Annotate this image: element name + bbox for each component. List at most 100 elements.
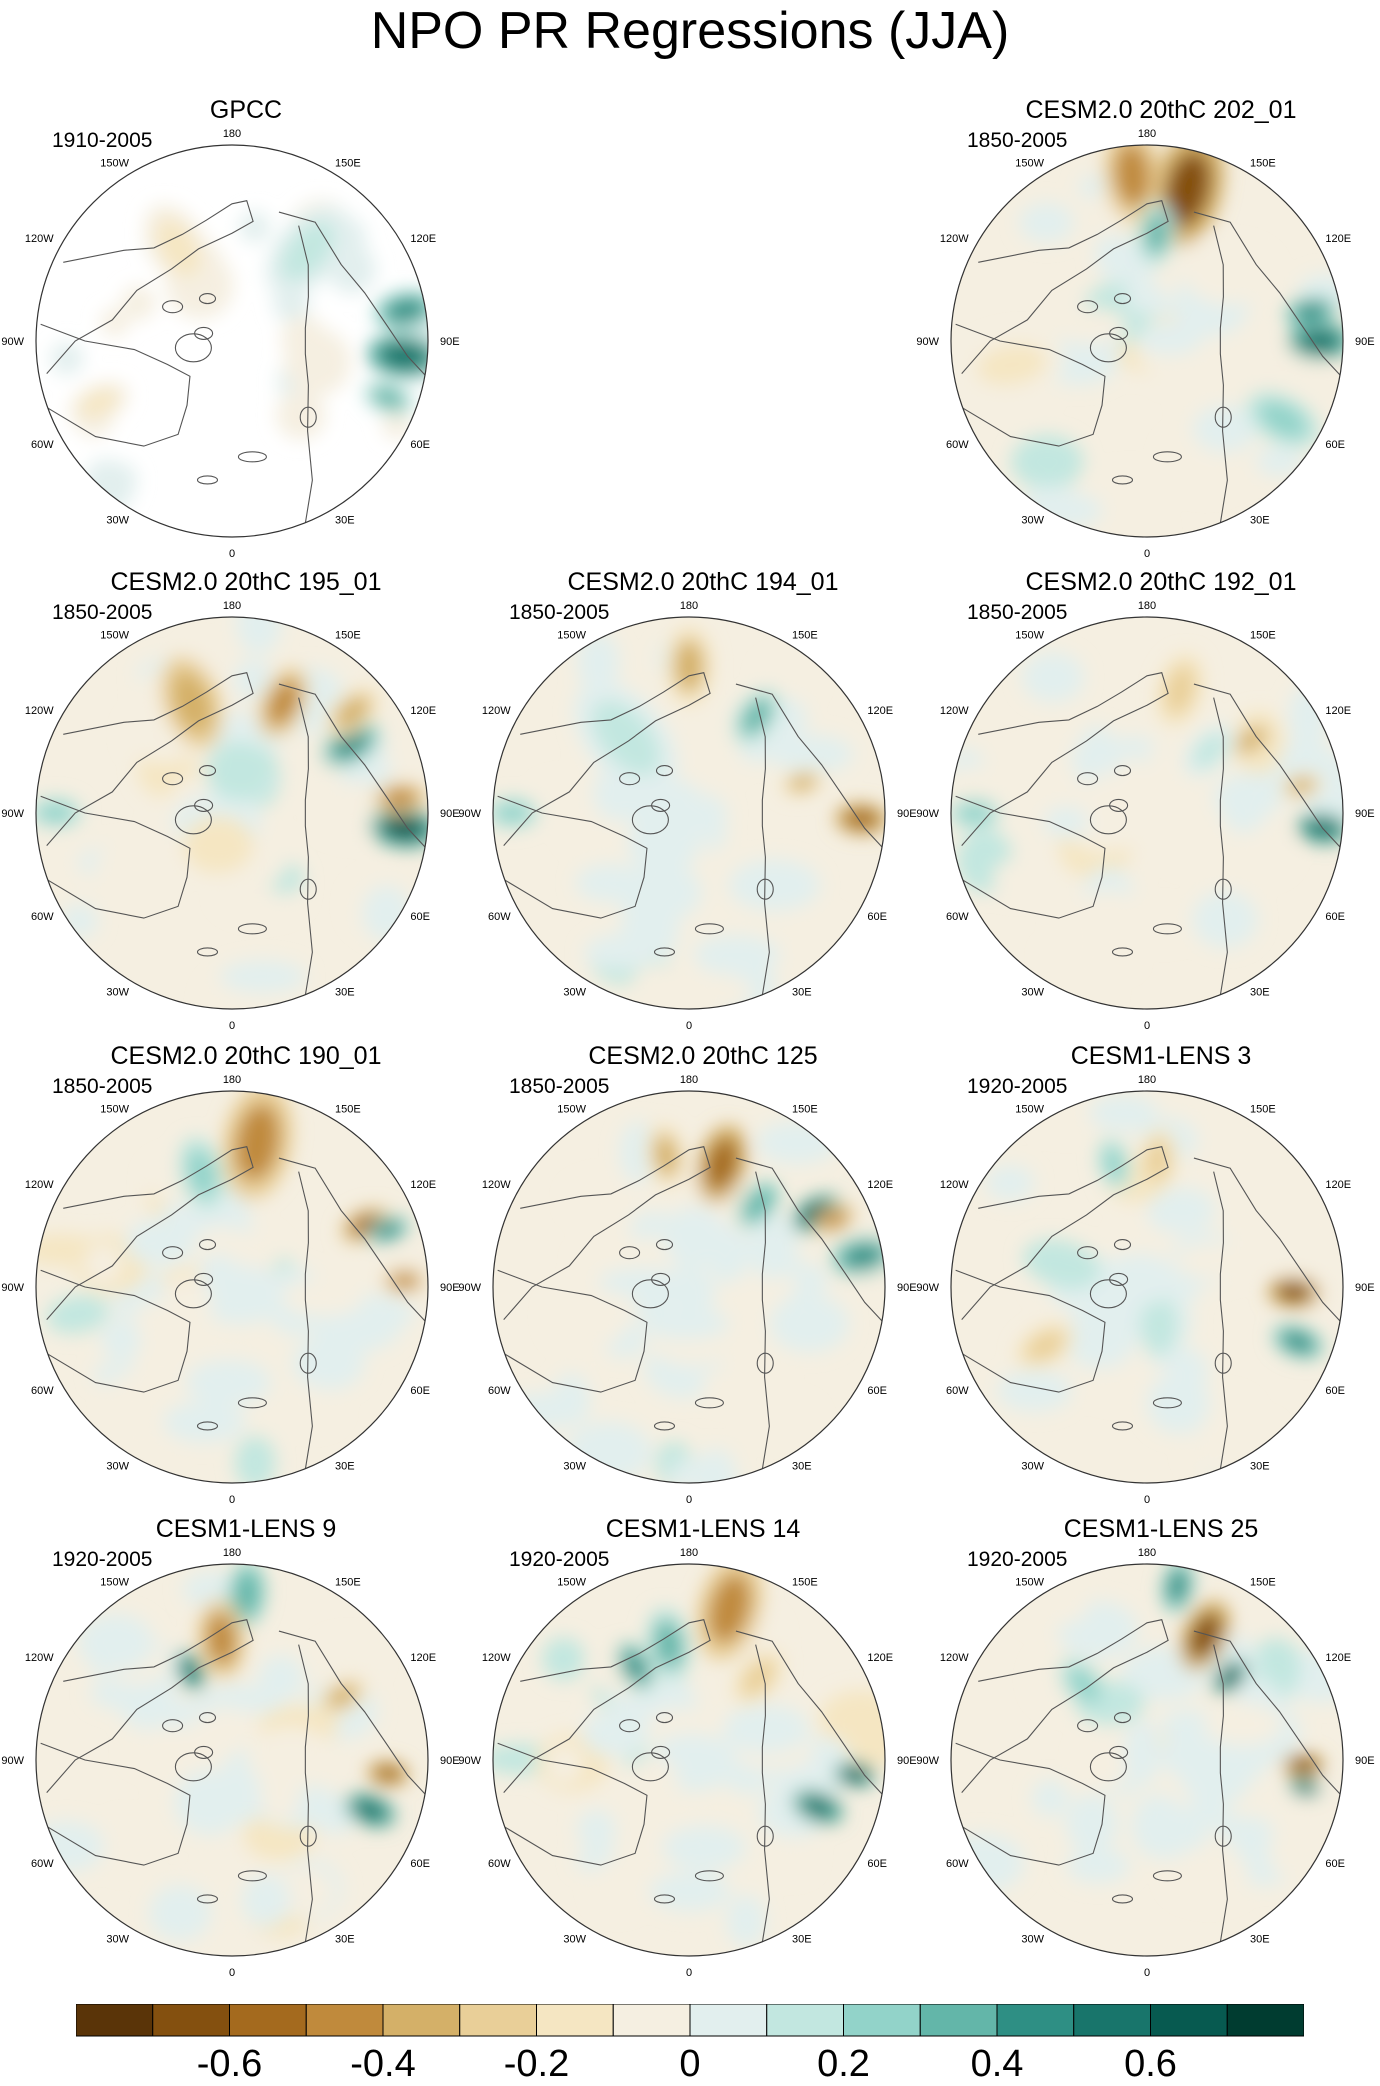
coastline	[955, 1269, 1106, 1393]
longitude-label: 180	[223, 1547, 241, 1559]
panel-title: CESM2.0 20thC 192_01	[1025, 568, 1297, 596]
coastline	[1193, 683, 1341, 848]
island-outline	[196, 1421, 219, 1431]
longitude-label: 150E	[335, 1577, 361, 1589]
background-cell	[236, 617, 282, 654]
island-outline	[299, 1352, 317, 1374]
longitude-label: 180	[680, 1074, 698, 1086]
background-cell	[1226, 329, 1279, 394]
background-cell	[1295, 1197, 1343, 1253]
coastline	[755, 697, 770, 995]
background-cell	[1217, 1816, 1274, 1847]
background-cell	[1080, 1358, 1172, 1401]
longitude-label: 120W	[25, 1179, 54, 1191]
longitude-label: 90E	[440, 1755, 460, 1767]
polar-map: 180 150E 120E 90E 60E 30E 0 30W 60W 90W 120W 150W	[458, 600, 916, 1032]
background-cell	[575, 863, 646, 902]
longitude-label: 150W	[1015, 158, 1044, 170]
background-cell	[632, 964, 681, 1002]
anomaly-core	[353, 1799, 388, 1822]
anomaly-core	[1281, 1330, 1315, 1353]
anomaly-core	[956, 803, 993, 823]
island-outline	[194, 1745, 214, 1759]
panel-period: 1850-2005	[52, 1075, 153, 1098]
colorbar-box	[919, 2004, 998, 2037]
background-cell	[241, 1873, 291, 1927]
background-cell	[1043, 806, 1089, 838]
background-cell	[668, 1458, 729, 1483]
colorbar-tick-label: -0.6	[197, 2043, 262, 2079]
colorbar-box	[152, 2004, 230, 2037]
background-cell	[206, 741, 273, 801]
map-border	[35, 1563, 429, 1957]
longitude-label: 180	[1138, 128, 1156, 140]
coastlines	[40, 1619, 426, 1942]
anomaly-core	[186, 1149, 217, 1198]
background-cell	[565, 1421, 652, 1482]
background-cell	[577, 1809, 617, 1850]
island-outline	[1111, 1894, 1134, 1904]
longitude-label: 180	[1138, 1074, 1156, 1086]
longitude-label: 30W	[106, 514, 129, 526]
background-cell	[552, 1373, 591, 1426]
anomaly-core	[841, 1244, 884, 1269]
anomaly-core	[740, 698, 772, 736]
polar-map: 180 150E 120E 90E 60E 30E 0 30W 60W 90W 120W 150W	[458, 1074, 916, 1506]
background-cell	[1140, 1295, 1178, 1356]
longitude-label: 30E	[792, 1460, 812, 1472]
island-outline	[1089, 333, 1127, 363]
coastline	[503, 672, 711, 847]
map-panel: CESM2.0 20thC 202_01 1850-2005 180 150E 120E…	[916, 95, 1374, 560]
longitude-label: 90W	[916, 336, 939, 348]
anomaly-core	[334, 695, 371, 729]
longitude-label: 90E	[440, 808, 460, 820]
longitude-label: 90E	[1355, 1282, 1375, 1294]
background-cell	[1175, 1242, 1263, 1279]
background-cell	[259, 1761, 300, 1823]
polar-map: 180 150E 120E 90E 60E 30E 0 30W 60W 90W 120W 150W	[916, 128, 1374, 560]
island-outline	[237, 923, 267, 935]
island-outline	[1152, 1397, 1182, 1409]
longitude-label: 60E	[1325, 1385, 1345, 1397]
longitude-label: 60W	[31, 911, 54, 923]
island-outline	[756, 1825, 774, 1847]
anomaly-core	[37, 803, 74, 823]
panel-title: CESM1-LENS 25	[1063, 1515, 1259, 1543]
land-cell	[239, 211, 271, 243]
background-cell	[84, 1244, 123, 1284]
background-cell	[548, 1284, 628, 1350]
colorbar-box	[766, 2004, 844, 2037]
anomaly-core	[494, 803, 531, 823]
background-cell	[726, 1894, 766, 1947]
background-cell	[764, 1836, 814, 1875]
longitude-label: 180	[223, 128, 241, 140]
anomaly-field	[951, 652, 1343, 1009]
island-outline	[631, 805, 669, 835]
polar-map: 180 150E 120E 90E 60E 30E 0 30W 60W 90W 120W 150W	[916, 600, 1374, 1032]
background-cell	[149, 1884, 212, 1941]
anomaly-field	[50, 199, 428, 513]
island-outline	[1214, 406, 1232, 428]
longitude-label: 60W	[31, 1858, 54, 1870]
island-outline	[1113, 293, 1132, 305]
background-cell	[1215, 857, 1259, 900]
background-cell	[663, 1206, 727, 1267]
island-outline	[631, 1279, 669, 1309]
longitude-label: 60E	[867, 911, 887, 923]
background-cell	[183, 815, 254, 874]
anomaly-core	[280, 221, 335, 281]
background-cell	[1019, 202, 1074, 243]
island-outline	[194, 326, 214, 340]
panel-period: 1920-2005	[967, 1548, 1068, 1571]
longitude-label: 90W	[1, 1282, 24, 1294]
map-border	[492, 1090, 886, 1484]
longitude-label: 180	[223, 600, 241, 612]
longitude-label: 30W	[106, 986, 129, 998]
background-cell	[1031, 1779, 1069, 1817]
anomaly-core	[1298, 329, 1341, 353]
coastline	[497, 795, 648, 919]
background-cell	[1288, 684, 1328, 751]
longitude-label: 180	[1138, 600, 1156, 612]
island-outline	[194, 798, 214, 812]
background-cell	[769, 1294, 849, 1353]
